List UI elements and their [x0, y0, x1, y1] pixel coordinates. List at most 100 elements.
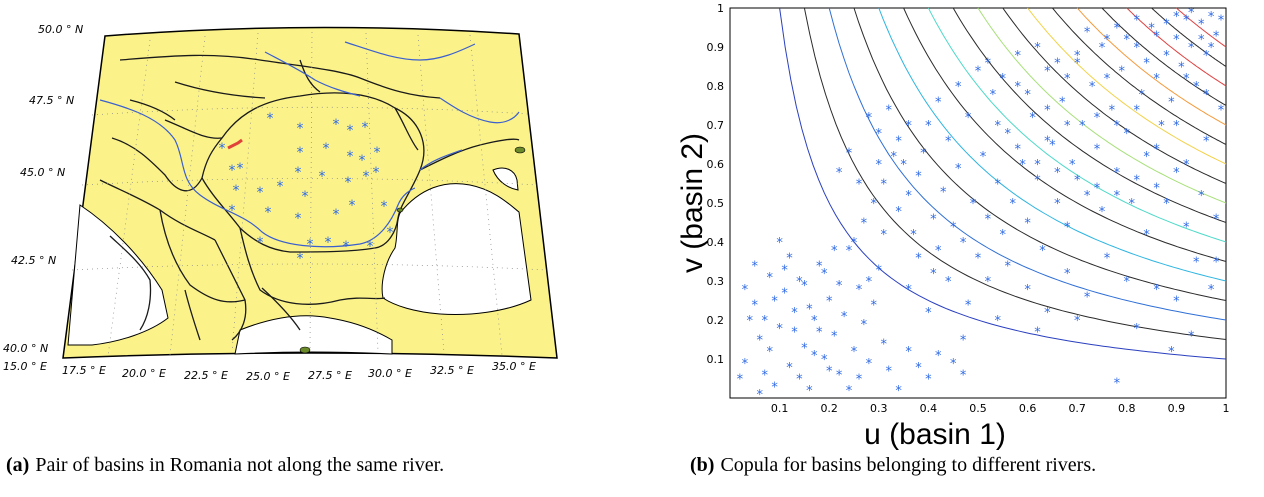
station-marker: *	[229, 163, 236, 179]
y-axis-label: v (basin 2)	[676, 133, 709, 273]
river	[419, 149, 463, 171]
island	[396, 207, 404, 213]
data-point: *	[1173, 33, 1180, 48]
x-tick-label: 0.8	[1118, 402, 1136, 415]
data-point: *	[856, 373, 863, 388]
data-point: *	[1019, 158, 1026, 173]
contour-line	[878, 7, 1227, 282]
data-point: *	[915, 252, 922, 267]
data-point: *	[871, 197, 878, 212]
station-marker: *	[333, 207, 340, 223]
station-marker: *	[219, 141, 226, 157]
station-marker: *	[267, 111, 274, 127]
data-point: *	[915, 170, 922, 185]
border-line	[99, 179, 216, 241]
data-point: *	[980, 150, 987, 165]
data-point: *	[1024, 283, 1031, 298]
data-point: *	[985, 275, 992, 290]
caption-b: (b) Copula for basins belonging to differ…	[690, 454, 1096, 477]
data-point: *	[1188, 330, 1195, 345]
station-marker: *	[362, 120, 369, 136]
y-tick-label: 0.9	[707, 41, 725, 54]
data-point: *	[747, 314, 754, 329]
station-marker: *	[349, 198, 356, 214]
data-point: *	[866, 111, 873, 126]
data-point: *	[960, 236, 967, 251]
data-point: *	[821, 353, 828, 368]
data-point: *	[776, 322, 783, 337]
border-line	[111, 137, 203, 192]
data-point: *	[1074, 57, 1081, 72]
data-point: *	[885, 365, 892, 380]
data-point: *	[930, 267, 937, 282]
y-tick-label: 0.3	[707, 275, 725, 288]
contour-line	[977, 7, 1227, 204]
data-point: *	[995, 178, 1002, 193]
contour-line	[903, 7, 1227, 262]
data-point: *	[945, 135, 952, 150]
data-point: *	[985, 213, 992, 228]
data-point: *	[811, 314, 818, 329]
contour-line	[1126, 7, 1227, 87]
data-point: *	[1124, 127, 1131, 142]
data-point: *	[1208, 283, 1215, 298]
x-tick-labels: 0.1 0.2 0.3 0.4 0.5 0.6 0.7 0.8 0.9 1	[771, 402, 1230, 415]
data-point: *	[990, 88, 997, 103]
data-point: *	[1133, 103, 1140, 118]
border-line	[159, 209, 246, 303]
copula-panel: * * * * * * * * * * * * * * * * * * * * * * * * * * * * * * * * * * * * * * * *…	[676, 2, 1230, 451]
longitude-label: 20.0 ° E	[122, 367, 166, 380]
data-point: *	[821, 267, 828, 282]
border-line	[174, 81, 266, 99]
data-point: *	[1119, 64, 1126, 79]
data-point: *	[1143, 228, 1150, 243]
data-point: *	[1183, 14, 1190, 29]
y-tick-label: 1	[717, 2, 724, 15]
latitude-label: 47.5 ° N	[29, 94, 74, 107]
station-marker: *	[343, 239, 350, 255]
data-point: *	[1153, 29, 1160, 44]
data-point: *	[915, 361, 922, 376]
data-point: *	[1014, 80, 1021, 95]
data-point: *	[876, 263, 883, 278]
y-tick-label: 0.2	[707, 314, 725, 327]
contour-line	[1101, 7, 1227, 106]
latitude-labels: 50.0 ° N 47.5 ° N 45.0 ° N 42.5 ° N 40.0 ° N	[3, 23, 83, 355]
data-point: *	[1054, 57, 1061, 72]
data-point: *	[1173, 119, 1180, 134]
data-point: *	[900, 158, 907, 173]
contour-line	[779, 7, 1227, 360]
border-line	[129, 99, 176, 121]
data-point: *	[925, 119, 932, 134]
longitude-label: 22.5 ° E	[184, 369, 228, 382]
data-point: *	[1024, 88, 1031, 103]
data-point: *	[1074, 49, 1081, 64]
data-point: *	[1168, 345, 1175, 360]
aegean-sea	[234, 315, 393, 355]
data-point: *	[1198, 33, 1205, 48]
latitude-label: 45.0 ° N	[20, 166, 65, 179]
data-point: *	[885, 103, 892, 118]
data-point: *	[742, 283, 749, 298]
border-line	[184, 289, 201, 341]
black-sea	[381, 183, 532, 315]
contour-line	[1176, 7, 1227, 48]
station-marker: *	[345, 175, 352, 191]
data-point: *	[905, 283, 912, 298]
data-point: *	[965, 111, 972, 126]
x-tick-label: 0.3	[870, 402, 888, 415]
station-marker: *	[295, 211, 302, 227]
data-point: *	[1034, 158, 1041, 173]
island	[299, 346, 311, 354]
latitude-label: 42.5 ° N	[11, 254, 56, 267]
data-point: *	[905, 189, 912, 204]
longitude-label: 30.0 ° E	[368, 367, 412, 380]
data-point: *	[1104, 33, 1111, 48]
data-point: *	[925, 373, 932, 388]
data-point: *	[910, 228, 917, 243]
longitude-label: 15.0 ° E	[3, 360, 47, 373]
x-tick-label: 0.9	[1168, 402, 1186, 415]
border-line	[394, 107, 419, 151]
data-point: *	[1203, 49, 1210, 64]
adriatic-sea	[67, 204, 169, 346]
